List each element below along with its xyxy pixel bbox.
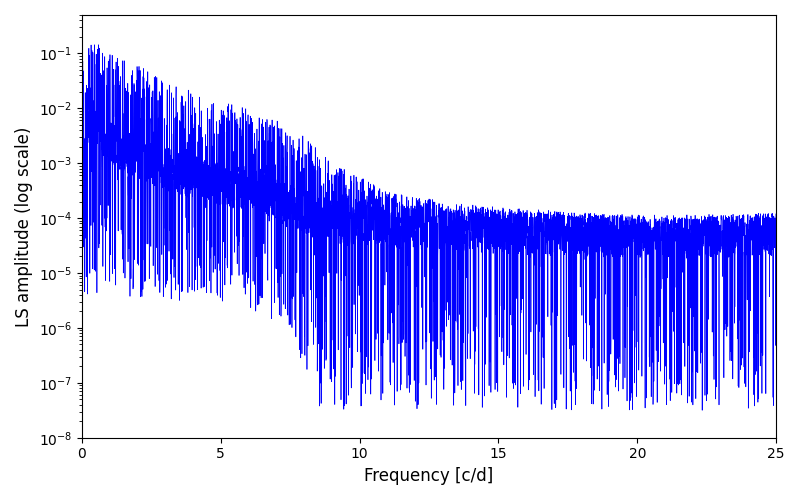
X-axis label: Frequency [c/d]: Frequency [c/d] (364, 467, 494, 485)
Y-axis label: LS amplitude (log scale): LS amplitude (log scale) (15, 126, 33, 326)
